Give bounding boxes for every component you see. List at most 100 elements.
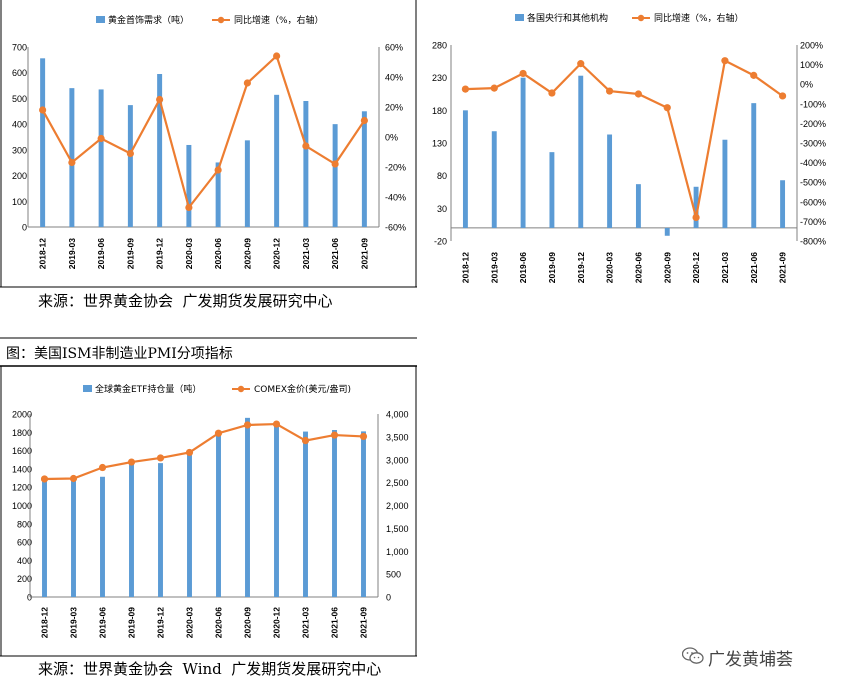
x-tick-label: 2019-09 bbox=[127, 607, 137, 638]
right-axis-tick-label: 0% bbox=[385, 133, 398, 143]
line-point bbox=[331, 160, 339, 168]
right-axis-tick-label: -200% bbox=[800, 119, 826, 129]
bar bbox=[520, 77, 526, 228]
x-tick-label: 2020-12 bbox=[272, 607, 282, 638]
line-point bbox=[301, 436, 310, 445]
legend-label-bar: 全球黄金ETF持仓量（吨） bbox=[95, 383, 201, 395]
left-axis-tick-label: 400 bbox=[17, 556, 32, 566]
bar bbox=[332, 430, 337, 597]
left-axis-tick-label: 0 bbox=[22, 223, 27, 233]
line-point bbox=[519, 69, 527, 78]
legend-marker-line bbox=[637, 14, 645, 22]
right-axis-tick-label: 1,000 bbox=[386, 547, 409, 557]
left-axis-tick-label: 400 bbox=[12, 120, 27, 130]
line-point bbox=[185, 203, 193, 212]
x-tick-label: 2021-09 bbox=[359, 607, 369, 638]
right-axis-tick-label: 0% bbox=[800, 80, 813, 90]
bar bbox=[98, 89, 104, 227]
bar bbox=[361, 431, 366, 597]
left-axis-tick-label: 500 bbox=[12, 94, 27, 104]
right-axis-tick-label: -400% bbox=[800, 158, 826, 168]
legend-label-line: 同比增速（%，右轴） bbox=[654, 12, 744, 24]
bar bbox=[491, 131, 497, 228]
bar bbox=[303, 101, 309, 227]
x-tick-label: 2021-06 bbox=[749, 252, 759, 283]
x-tick-label: 2020-12 bbox=[691, 252, 701, 283]
legend-marker-line bbox=[237, 385, 245, 393]
legend-label-line: COMEX金价(美元/盎司) bbox=[254, 383, 351, 395]
x-tick-label: 2019-03 bbox=[69, 607, 79, 638]
right-axis-tick-label: 2,000 bbox=[386, 501, 409, 511]
line-point bbox=[127, 458, 136, 466]
bar bbox=[693, 186, 699, 228]
line-point bbox=[721, 57, 729, 65]
bar bbox=[215, 162, 221, 227]
left-axis-tick-label: 600 bbox=[17, 538, 32, 548]
x-tick-label: 2021-03 bbox=[301, 607, 311, 638]
right-axis-tick-label: -100% bbox=[800, 99, 826, 109]
line-point bbox=[330, 431, 339, 439]
x-tick-label: 2019-06 bbox=[98, 607, 108, 638]
right-axis-tick-label: -40% bbox=[385, 193, 406, 203]
left-axis-tick-label: 700 bbox=[12, 43, 27, 53]
line-point bbox=[302, 142, 310, 150]
right-axis-tick-label: 20% bbox=[385, 103, 403, 113]
line-point bbox=[40, 475, 49, 483]
legend-swatch-bar bbox=[83, 385, 92, 392]
source-note-bottom: 来源：世界黄金协会 Wind 广发期货发展研究中心 bbox=[38, 660, 382, 678]
x-tick-label: 2019-09 bbox=[125, 238, 135, 269]
x-tick-label: 2019-12 bbox=[576, 252, 586, 283]
left-axis-tick-label: 100 bbox=[12, 197, 27, 207]
x-tick-label: 2021-09 bbox=[359, 238, 369, 269]
x-tick-label: 2018-12 bbox=[38, 238, 48, 269]
line-point bbox=[778, 92, 787, 100]
right-axis-tick-label: 0 bbox=[386, 593, 391, 603]
x-tick-label: 2018-12 bbox=[40, 607, 50, 638]
bar bbox=[42, 481, 47, 597]
x-tick-label: 2019-12 bbox=[156, 607, 166, 638]
x-tick-label: 2021-06 bbox=[330, 607, 340, 638]
bar bbox=[332, 124, 338, 227]
bar bbox=[361, 111, 367, 227]
left-axis-tick-label: 30 bbox=[437, 204, 447, 214]
right-axis-tick-label: -800% bbox=[800, 237, 826, 247]
left-axis-tick-label: 2000 bbox=[12, 410, 32, 420]
right-axis-tick-label: 500 bbox=[386, 570, 401, 580]
wechat-icon bbox=[682, 647, 704, 665]
legend-label-bar: 黄金首饰需求（吨） bbox=[108, 14, 189, 26]
line-point bbox=[272, 420, 281, 428]
x-tick-label: 2020-06 bbox=[213, 238, 223, 269]
bar bbox=[127, 105, 133, 227]
bar bbox=[780, 180, 786, 228]
x-tick-label: 2021-03 bbox=[301, 238, 311, 269]
bar bbox=[664, 227, 670, 236]
line-point bbox=[461, 85, 470, 93]
right-axis-tick-label: -500% bbox=[800, 178, 826, 188]
series-line bbox=[41, 54, 366, 210]
bar bbox=[129, 463, 134, 597]
watermark-text: 广发黄埔荟 bbox=[708, 650, 793, 670]
left-axis-tick-label: 1200 bbox=[12, 483, 32, 493]
right-axis-tick-label: 100% bbox=[800, 60, 823, 70]
left-axis-tick-label: 130 bbox=[432, 139, 447, 149]
bar bbox=[722, 139, 728, 228]
series-line bbox=[44, 422, 364, 481]
right-axis-tick-label: -20% bbox=[385, 163, 406, 173]
legend-label-bar: 各国央行和其他机构 bbox=[527, 12, 608, 24]
x-tick-label: 2019-03 bbox=[489, 252, 499, 283]
bar bbox=[244, 140, 250, 227]
x-tick-label: 2020-03 bbox=[184, 238, 194, 269]
left-axis-tick-label: 300 bbox=[12, 145, 27, 155]
right-axis-tick-label: 3,000 bbox=[386, 455, 409, 465]
line-point bbox=[68, 158, 76, 167]
bar bbox=[245, 417, 250, 597]
line-point bbox=[185, 448, 194, 457]
x-tick-label: 2019-06 bbox=[96, 238, 106, 269]
x-tick-label: 2021-09 bbox=[778, 252, 788, 283]
right-axis-tick-label: 2,500 bbox=[386, 478, 409, 488]
line-point bbox=[243, 79, 251, 87]
right-axis-tick-label: 40% bbox=[385, 73, 403, 83]
left-axis-tick-label: 180 bbox=[432, 106, 447, 116]
bar bbox=[274, 423, 279, 597]
